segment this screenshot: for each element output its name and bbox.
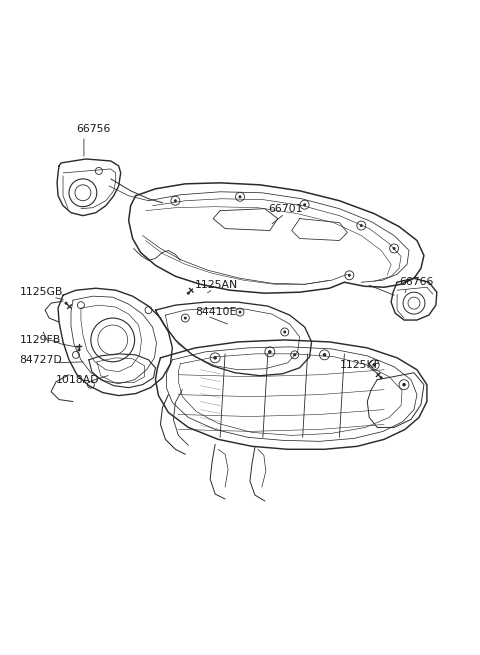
Circle shape — [64, 302, 68, 305]
Text: 1129FB: 1129FB — [19, 335, 60, 345]
Circle shape — [323, 353, 326, 356]
Text: 66701: 66701 — [268, 204, 302, 214]
Circle shape — [187, 291, 190, 295]
Text: 84727D: 84727D — [19, 355, 62, 365]
Circle shape — [77, 348, 81, 351]
Circle shape — [174, 199, 177, 202]
Text: 1125KF: 1125KF — [339, 360, 380, 370]
Text: 1018AD: 1018AD — [56, 375, 99, 384]
Circle shape — [239, 195, 241, 198]
Circle shape — [380, 376, 383, 379]
Text: 84410E: 84410E — [195, 307, 237, 317]
Circle shape — [268, 350, 272, 354]
Circle shape — [213, 356, 217, 360]
Circle shape — [360, 224, 363, 227]
Text: 1125AN: 1125AN — [195, 280, 239, 290]
Circle shape — [184, 316, 187, 320]
Circle shape — [239, 310, 241, 314]
Circle shape — [293, 353, 296, 356]
Circle shape — [283, 331, 286, 333]
Circle shape — [348, 274, 351, 277]
Circle shape — [372, 363, 376, 367]
Text: 1125GB: 1125GB — [19, 287, 63, 297]
Text: 66766: 66766 — [399, 277, 433, 288]
Circle shape — [393, 247, 396, 250]
Circle shape — [303, 203, 306, 206]
Circle shape — [402, 383, 406, 386]
Text: 66756: 66756 — [76, 124, 110, 134]
